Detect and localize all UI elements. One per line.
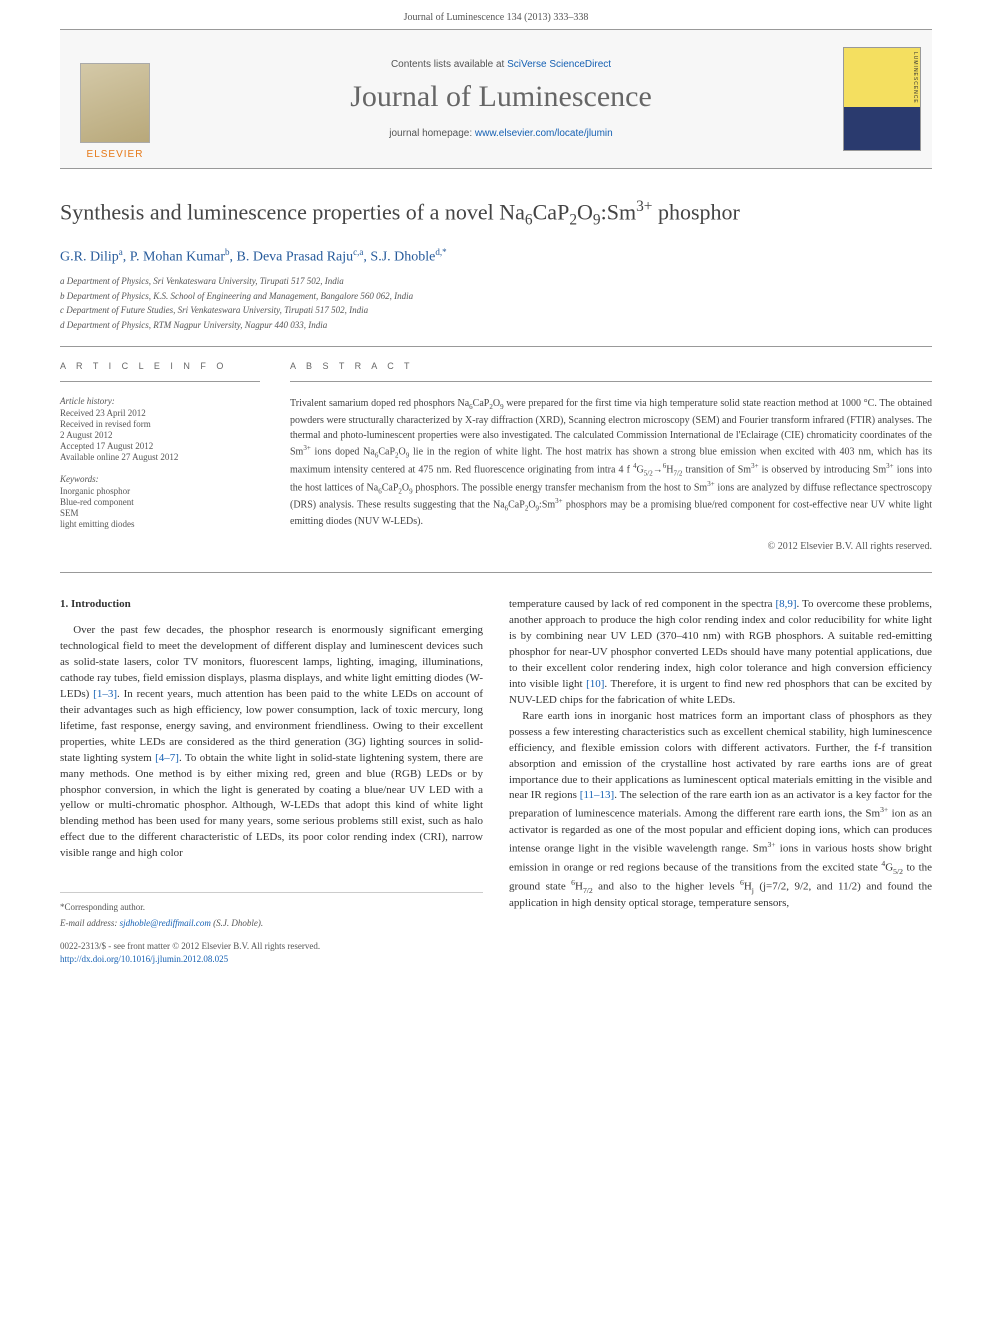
email-link[interactable]: sjdhoble@rediffmail.com — [120, 918, 211, 928]
body-two-column: 1. Introduction Over the past few decade… — [60, 597, 932, 965]
divider — [290, 381, 932, 382]
affiliation: c Department of Future Studies, Sri Venk… — [60, 304, 932, 318]
homepage-prefix: journal homepage: — [389, 128, 475, 139]
abstract-text: Trivalent samarium doped red phosphors N… — [290, 396, 932, 529]
contents-lists-line: Contents lists available at SciVerse Sci… — [391, 59, 611, 70]
journal-masthead: ELSEVIER Contents lists available at Sci… — [60, 29, 932, 169]
abstract-heading: A B S T R A C T — [290, 361, 932, 371]
affiliation: b Department of Physics, K.S. School of … — [60, 290, 932, 304]
journal-title: Journal of Luminescence — [350, 80, 652, 114]
doi-block: 0022-2313/$ - see front matter © 2012 El… — [60, 940, 483, 965]
sciencedirect-link[interactable]: SciVerse ScienceDirect — [507, 59, 611, 70]
running-header: Journal of Luminescence 134 (2013) 333–3… — [0, 0, 992, 29]
article-meta-row: A R T I C L E I N F O Article history: R… — [60, 361, 932, 552]
divider — [60, 381, 260, 382]
issn-line: 0022-2313/$ - see front matter © 2012 El… — [60, 940, 483, 953]
section-heading: 1. Introduction — [60, 597, 483, 613]
email-line: E-mail address: sjdhoble@rediffmail.com … — [60, 917, 483, 930]
cover-thumbnail-block — [832, 30, 932, 168]
abstract-copyright: © 2012 Elsevier B.V. All rights reserved… — [290, 541, 932, 552]
keywords-label: Keywords: — [60, 474, 260, 484]
article-info-heading: A R T I C L E I N F O — [60, 361, 260, 371]
homepage-line: journal homepage: www.elsevier.com/locat… — [389, 128, 612, 139]
keyword: Inorganic phosphor — [60, 486, 260, 496]
email-author-name: (S.J. Dhoble). — [211, 918, 263, 928]
corresponding-author-block: *Corresponding author. E-mail address: s… — [60, 892, 483, 930]
paragraph: temperature caused by lack of red compon… — [509, 597, 932, 709]
history-item: Available online 27 August 2012 — [60, 452, 260, 462]
affiliation: a Department of Physics, Sri Venkateswar… — [60, 275, 932, 289]
corresponding-label: *Corresponding author. — [60, 901, 483, 914]
doi-link[interactable]: http://dx.doi.org/10.1016/j.jlumin.2012.… — [60, 953, 483, 966]
keyword: light emitting diodes — [60, 519, 260, 529]
elsevier-tree-icon — [80, 63, 150, 143]
article-body: Synthesis and luminescence properties of… — [0, 197, 992, 965]
column-left: 1. Introduction Over the past few decade… — [60, 597, 483, 965]
history-item: 2 August 2012 — [60, 430, 260, 440]
paragraph: Rare earth ions in inorganic host matric… — [509, 709, 932, 912]
history-item: Received 23 April 2012 — [60, 408, 260, 418]
divider — [60, 346, 932, 347]
publisher-block: ELSEVIER — [60, 30, 170, 168]
affiliations-block: a Department of Physics, Sri Venkateswar… — [60, 275, 932, 332]
keyword: Blue-red component — [60, 497, 260, 507]
contents-prefix: Contents lists available at — [391, 59, 507, 70]
masthead-center: Contents lists available at SciVerse Sci… — [170, 30, 832, 168]
journal-cover-icon — [843, 47, 921, 151]
article-info-block: A R T I C L E I N F O Article history: R… — [60, 361, 260, 552]
divider — [60, 572, 932, 573]
article-title: Synthesis and luminescence properties of… — [60, 197, 932, 231]
column-right: temperature caused by lack of red compon… — [509, 597, 932, 965]
keyword: SEM — [60, 508, 260, 518]
history-label: Article history: — [60, 396, 260, 406]
history-item: Accepted 17 August 2012 — [60, 441, 260, 451]
abstract-block: A B S T R A C T Trivalent samarium doped… — [290, 361, 932, 552]
publisher-name: ELSEVIER — [87, 149, 144, 160]
affiliation: d Department of Physics, RTM Nagpur Univ… — [60, 319, 932, 333]
history-item: Received in revised form — [60, 419, 260, 429]
homepage-link[interactable]: www.elsevier.com/locate/jlumin — [475, 128, 613, 139]
paragraph: Over the past few decades, the phosphor … — [60, 623, 483, 862]
email-label: E-mail address: — [60, 918, 120, 928]
author-list: G.R. Dilipa, P. Mohan Kumarb, B. Deva Pr… — [60, 247, 932, 266]
